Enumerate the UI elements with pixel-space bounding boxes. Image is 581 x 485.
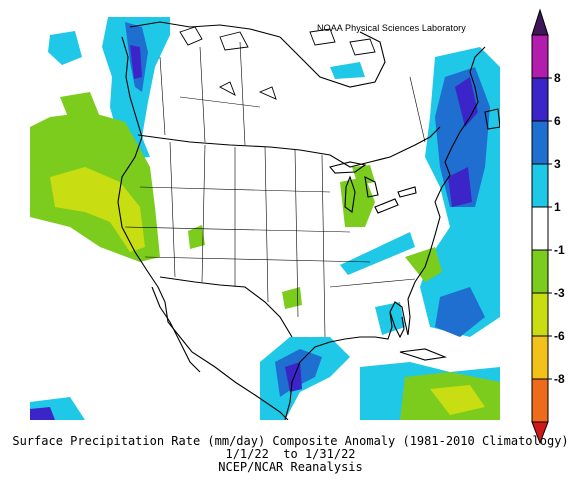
island-outline [349, 38, 376, 56]
anomaly-area-atlantic-violet2 [448, 167, 472, 207]
figure-caption: Surface Precipitation Rate (mm/day) Comp… [0, 435, 581, 474]
colorbar-tick-label: 1 [554, 200, 561, 214]
colorbar-bin [531, 292, 549, 337]
colorbar-bin [531, 249, 549, 294]
state-line [139, 186, 331, 193]
florida-peninsula [389, 311, 405, 339]
colorbar-tick-label: -8 [554, 372, 565, 386]
island-outline [309, 28, 336, 46]
state-line [264, 146, 269, 303]
colorbar-cap-bottom [531, 421, 549, 445]
colorbar-bin [531, 120, 549, 165]
anomaly-fill-layer [30, 17, 500, 420]
island-outline [179, 26, 203, 46]
anomaly-area-atlantic-blue2 [435, 287, 485, 337]
province-line [159, 56, 166, 136]
colorbar-bin [531, 206, 549, 251]
colorbar-bin [531, 163, 549, 208]
canada-us-border [137, 126, 441, 168]
colorbar-cap-top [531, 8, 549, 36]
anomaly-area-southeast-cyan [340, 232, 415, 275]
newfoundland-island [484, 108, 500, 130]
anomaly-area-rockies-green [188, 225, 205, 249]
colorbar-tick-label: 3 [554, 157, 561, 171]
state-line [124, 226, 351, 233]
anomaly-area-florida-cyan [375, 302, 405, 335]
island-outline [219, 31, 249, 51]
colorbar-bin [531, 34, 549, 79]
caption-title: Surface Precipitation Rate (mm/day) Comp… [12, 434, 569, 448]
state-line [329, 278, 416, 288]
province-line [239, 41, 246, 146]
anomaly-area-nw-cyan [48, 31, 82, 65]
province-line [179, 96, 261, 108]
precipitation-anomaly-map [30, 17, 500, 420]
colorbar-tick-labels: 8 6 3 1 -1 -3 -6 -8 [548, 71, 565, 386]
atlantic-coastline [407, 46, 486, 336]
state-line [144, 256, 371, 263]
anomaly-area-lakes-green [340, 177, 375, 227]
coastline-layer [117, 21, 500, 420]
anomaly-area-pacific-green2 [60, 92, 100, 122]
caption-source: NCEP/NCAR Reanalysis [218, 460, 363, 474]
colorbar-tick-label: -3 [554, 286, 565, 300]
great-lake-michigan [344, 175, 356, 213]
colorbar: 8 6 3 1 -1 -3 -6 -8 [531, 8, 565, 445]
anomaly-area-atlantic-violet [455, 77, 478, 127]
anomaly-area-baja-violet [30, 407, 55, 420]
colorbar-bin [531, 77, 549, 122]
cuba-island [399, 348, 448, 361]
colorbar-tick-label: 8 [554, 71, 561, 85]
state-boundary-layer [124, 41, 426, 338]
province-line [199, 46, 206, 143]
island-outline [258, 86, 277, 100]
anomaly-area-eastcoast-green [405, 247, 442, 282]
great-lake-superior [329, 161, 367, 174]
colorbar-tick-label: -6 [554, 329, 565, 343]
state-line [321, 154, 326, 338]
map-credit-label: NOAA Physical Sciences Laboratory [317, 23, 466, 33]
great-lake-erie [374, 198, 399, 214]
great-lake-huron [364, 176, 379, 198]
anomaly-area-bc-violet [130, 45, 142, 79]
arctic-coastline [129, 21, 281, 38]
pacific-coastline [117, 36, 289, 420]
anomaly-area-caribbean-yellowgreen [430, 385, 485, 415]
state-line [169, 141, 176, 278]
anomaly-area-pacific-yellowgreen [50, 167, 145, 252]
us-mexico-border [159, 276, 293, 338]
colorbar-tick-label: -1 [554, 243, 565, 257]
great-lake-ontario [397, 186, 417, 198]
state-line [294, 149, 299, 318]
hudson-bay-coastline [279, 31, 386, 88]
baja-coastline [151, 286, 201, 373]
anomaly-area-hudson-cyan [330, 62, 365, 79]
anomaly-area-texas-green [282, 287, 302, 309]
province-line [409, 76, 426, 143]
colorbar-tick-label: 6 [554, 114, 561, 128]
gulf-coastline [284, 301, 409, 420]
colorbar-bin [531, 335, 549, 380]
colorbar-bin [531, 378, 549, 423]
arctic-islands [179, 26, 376, 100]
caption-date-range: 1/1/22 to 1/31/22 [225, 447, 356, 461]
colorbar-bins [531, 34, 549, 423]
state-line [201, 144, 206, 283]
island-outline [219, 81, 236, 96]
